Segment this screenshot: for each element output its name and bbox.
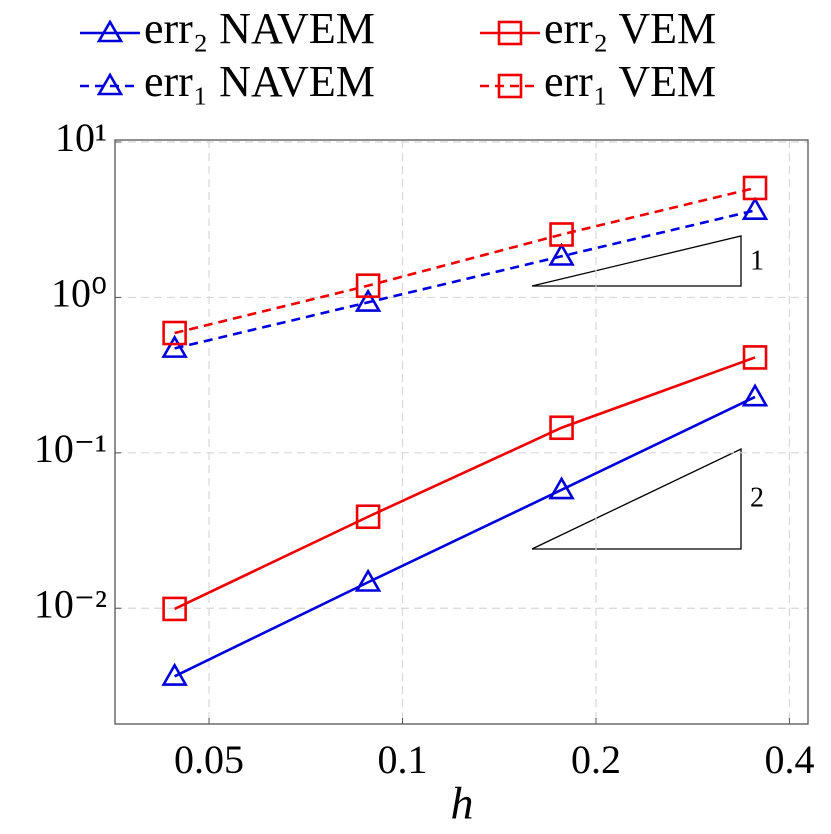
y-tick-label: 10¹ (55, 115, 107, 160)
marker (549, 415, 574, 441)
marker (742, 175, 768, 201)
legend-marker (96, 72, 124, 96)
series-line (174, 395, 756, 678)
x-tick-label: 0.2 (571, 737, 621, 782)
y-tick-label: 10⁻² (34, 581, 107, 626)
x-tick-label: 0.1 (377, 737, 427, 782)
series-line (174, 186, 756, 335)
y-tick-label: 10⁻¹ (34, 426, 107, 471)
slope-label: 2 (750, 482, 764, 513)
legend-label: err₁ NAVEM (144, 57, 375, 106)
legend-label: err₂ NAVEM (144, 4, 375, 53)
slope-triangle (531, 235, 742, 287)
marker (355, 273, 381, 298)
marker (741, 383, 769, 407)
marker (162, 596, 187, 622)
marker (548, 476, 575, 500)
marker (354, 568, 382, 592)
series-line (174, 209, 756, 350)
marker (742, 345, 768, 370)
marker (741, 196, 769, 220)
legend-label: err₁ VEM (544, 57, 716, 106)
plot-frame (114, 139, 809, 725)
marker (548, 242, 575, 266)
marker (161, 334, 188, 358)
marker (162, 320, 187, 346)
x-axis-label: h (451, 778, 474, 829)
marker (549, 222, 574, 247)
series-line (174, 356, 756, 611)
legend-marker (497, 20, 523, 46)
legend-label: err₂ VEM (544, 4, 716, 53)
legend-marker (96, 19, 124, 43)
legend-marker (497, 73, 523, 99)
marker (354, 288, 382, 312)
marker (355, 504, 381, 530)
slope-label: 1 (750, 245, 764, 276)
slope-triangle (531, 447, 742, 550)
x-tick-label: 0.05 (174, 737, 244, 782)
x-tick-label: 0.4 (764, 737, 814, 782)
y-tick-label: 10⁰ (51, 271, 107, 316)
marker (161, 662, 188, 686)
